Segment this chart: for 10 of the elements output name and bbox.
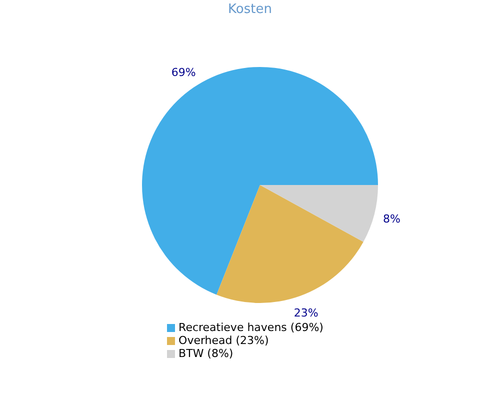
- pie-slice: [142, 67, 378, 295]
- data-label: 8%: [383, 212, 400, 226]
- data-label: 23%: [294, 306, 318, 320]
- pie-slice: [216, 185, 364, 303]
- data-label: 69%: [171, 66, 196, 80]
- legend-label: Overhead (23%): [178, 334, 269, 347]
- legend-label: BTW (8%): [178, 347, 234, 360]
- legend-label: Recreatieve havens (69%): [178, 321, 324, 334]
- pie-slice: [260, 185, 378, 242]
- chart-title: Kosten: [227, 2, 273, 17]
